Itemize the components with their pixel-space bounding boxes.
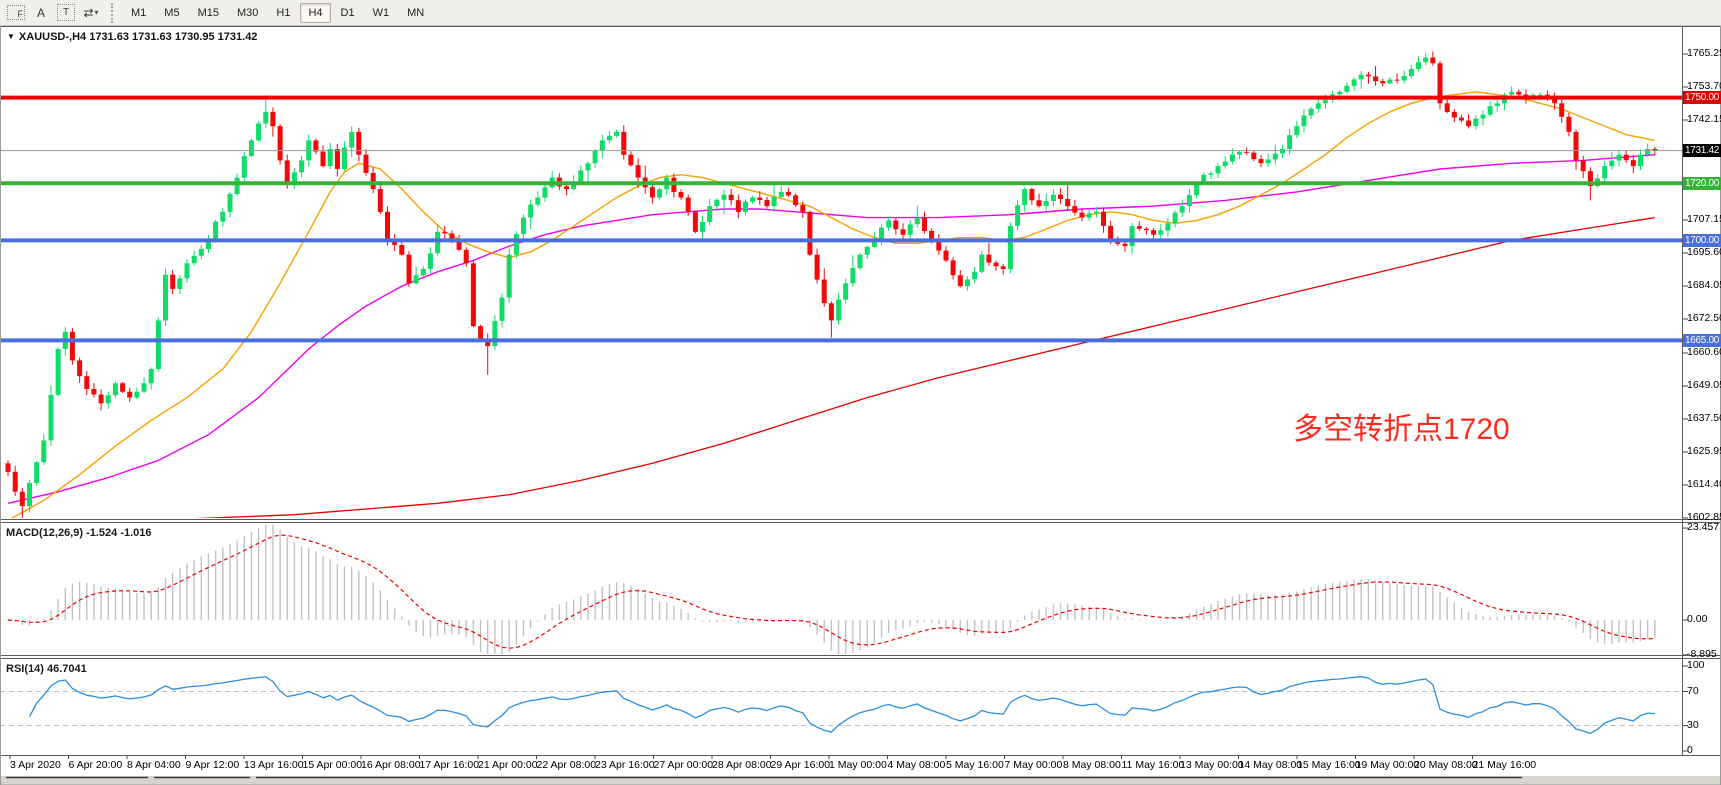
rsi-line [28,676,1655,735]
price-line-badge: 1665.00 [1683,333,1721,347]
price-line-badge: 1750.00 [1683,91,1721,105]
chart-canvas[interactable] [0,26,1721,785]
toolbar-grip [111,2,113,23]
price-axis-label: 1672.50 [1687,311,1721,324]
timeframe-button-MN[interactable]: MN [407,6,425,19]
time-axis-label: 13 Apr 16:00 [244,759,304,771]
price-axis-label: 1625.95 [1687,444,1721,457]
price-axis-label: 1660.60 [1687,345,1721,358]
time-axis-label: 20 May 08:00 [1414,759,1478,771]
price-line-badge: 1720.00 [1683,176,1721,190]
price-axis-label: 1765.25 [1687,47,1721,59]
time-axis-label: 27 Apr 00:00 [653,759,714,771]
price-axis-label: 1707.15 [1687,212,1721,225]
time-axis-label: 22 Apr 08:00 [536,759,597,771]
ma-line-medium [7,154,1655,504]
bottom-window-edges [1,776,1720,785]
price-line-badge: 1700.00 [1683,233,1721,247]
macd-axis-label: -8.895 [1687,647,1717,660]
price-axis-label: 1695.60 [1687,245,1721,258]
symbol-header: ▼ XAUUSD-,H4 1731.63 1731.63 1730.95 1731… [7,31,257,43]
text-box-icon[interactable]: T [57,4,75,21]
time-axis-label: 7 May 00:00 [1004,759,1063,771]
rsi-panel [0,676,1682,735]
cursor-arrows-icon[interactable]: ⇄ ▾ [83,5,99,20]
chart-window: ▼ XAUUSD-,H4 1731.63 1731.63 1730.95 1731… [0,26,1721,785]
time-axis-label: 29 Apr 16:00 [770,759,831,771]
ma-line-slow [195,216,1655,518]
time-axis-label: 14 May 08:00 [1238,759,1303,771]
macd-panel [7,524,1656,654]
text-annotation-icon[interactable]: A [36,5,45,20]
time-axis-label: 16 Apr 08:00 [361,759,421,771]
timeframe-button-D1[interactable]: D1 [340,6,355,19]
timeframe-button-H1[interactable]: H1 [276,6,291,19]
time-axis-label: 21 Apr 00:00 [478,759,538,771]
rsi-label: RSI(14) 46.7041 [6,663,87,675]
rsi-axis-label: 30 [1687,718,1699,731]
price-axis-label: 1753.70 [1687,79,1721,92]
price-annotation: 多空转折点1720 [1293,413,1510,446]
rsi-axis-label: 100 [1687,659,1705,671]
time-axis-label: 1 May 00:00 [829,759,887,771]
macd-axis-label: 23.457 [1687,521,1720,534]
time-axis-label: 15 Apr 00:00 [302,759,363,771]
time-axis-label: 5 May 16:00 [946,759,1004,771]
symbol-ohlc-text: XAUUSD-,H4 1731.63 1731.63 1730.95 1731.… [18,31,258,43]
price-axis-label: 1742.15 [1687,112,1721,125]
time-axis-label: 13 May 00:00 [1180,759,1244,771]
time-axis-label: 15 May 16:00 [1297,759,1361,771]
timeframe-button-M15[interactable]: M15 [197,6,219,19]
time-axis-label: 3 Apr 2020 [10,759,61,771]
candlestick-series [5,51,1658,518]
macd-axis-label: 0.00 [1687,613,1708,625]
time-axis-label: 19 May 00:00 [1355,759,1420,771]
time-axis-label: 23 Apr 16:00 [595,759,655,771]
chart-shift-icon[interactable]: F [7,5,25,20]
time-axis-label: 4 May 08:00 [887,759,946,771]
time-axis-label: 17 Apr 16:00 [419,759,480,771]
horizontal-lines [0,95,1682,343]
current-price-badge: 1731.42 [1683,144,1721,158]
time-axis-label: 28 Apr 08:00 [712,759,772,771]
timeframe-button-M1[interactable]: M1 [131,6,147,19]
timeframe-button-M5[interactable]: M5 [164,6,180,19]
price-axis-label: 1602.85 [1687,510,1721,523]
time-axis-label: 11 May 16:00 [1121,759,1185,771]
time-axis-label: 8 May 08:00 [1063,759,1121,771]
time-axis-label: 21 May 16:00 [1472,759,1537,771]
dropdown-caret-icon[interactable]: ▾ [94,8,99,17]
timeframe-button-W1[interactable]: W1 [372,6,390,19]
macd-label: MACD(12,26,9) -1.524 -1.016 [6,527,152,539]
timeframe-button-H4[interactable]: H4 [300,2,331,23]
price-axis-label: 1614.40 [1687,477,1721,490]
time-axis-label: 9 Apr 12:00 [185,759,240,771]
symbol-dropdown-icon[interactable]: ▼ [7,32,15,41]
price-axis-label: 1637.50 [1687,411,1721,424]
timeframe-button-M30[interactable]: M30 [236,6,259,19]
rsi-axis-label: 70 [1687,684,1699,697]
price-axis-label: 1649.05 [1687,378,1721,391]
rsi-axis-label: 0 [1687,744,1693,756]
price-axis-label: 1684.05 [1687,278,1721,291]
time-axis-label: 8 Apr 04:00 [127,759,181,771]
time-axis-label: 6 Apr 20:00 [68,759,123,771]
macd-signal-line [7,534,1655,649]
toolbar: F A T ⇄ ▾ M1 M5 M15 M30 H1 H4 D1 W1 MN [0,0,1721,26]
